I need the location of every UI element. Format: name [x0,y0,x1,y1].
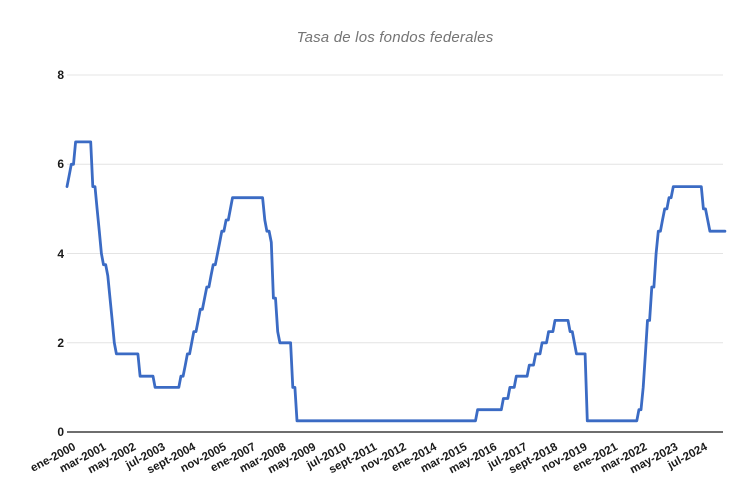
y-tick-label: 6 [57,157,64,172]
y-tick-label: 2 [57,335,64,350]
y-tick-label: 4 [57,246,64,261]
rate-line [65,140,727,423]
y-tick-label: 0 [57,425,64,439]
chart-title: Tasa de los fondos federales [296,29,494,46]
y-tick-label: 8 [57,68,64,82]
